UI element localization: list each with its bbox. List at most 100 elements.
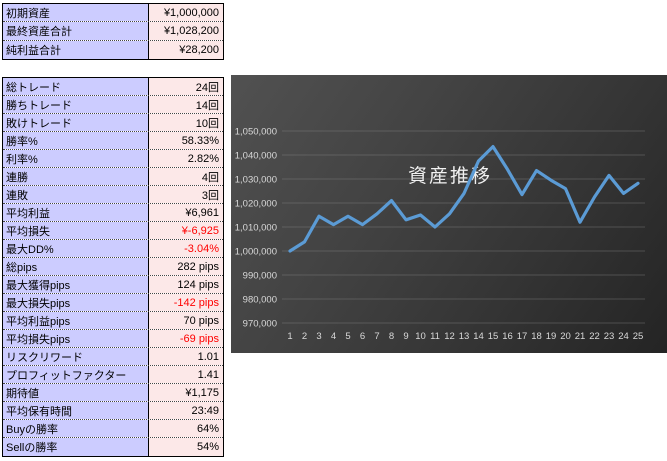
y-tick-label: 1,010,000: [235, 223, 277, 234]
x-tick-label: 7: [374, 331, 379, 342]
stats-value-cell[interactable]: 23:49: [149, 402, 223, 419]
stats-value-cell[interactable]: 2.82%: [149, 150, 223, 167]
stats-value-cell[interactable]: ¥6,961: [149, 204, 223, 221]
stats-label-cell[interactable]: 勝ちトレード: [3, 96, 149, 113]
stats-row: 平均損失 ¥-6,925: [3, 222, 223, 240]
summary-value-cell[interactable]: ¥28,200: [149, 40, 223, 59]
x-tick-label: 16: [502, 331, 513, 342]
stats-row: 平均利益pips 70 pips: [3, 312, 223, 330]
y-tick-label: 1,040,000: [235, 151, 277, 162]
stats-label-cell[interactable]: リスクリワード: [3, 348, 149, 365]
x-tick-label: 24: [618, 331, 629, 342]
summary-label-cell[interactable]: 最終資産合計: [3, 22, 149, 40]
stats-value-cell[interactable]: 124 pips: [149, 276, 223, 293]
stats-label-cell[interactable]: Buyの勝率: [3, 420, 149, 437]
stats-row: 平均利益 ¥6,961: [3, 204, 223, 222]
x-tick-label: 15: [488, 331, 499, 342]
stats-value-cell[interactable]: 70 pips: [149, 312, 223, 329]
stats-label-cell[interactable]: 勝率%: [3, 132, 149, 149]
stats-label-cell[interactable]: 期待値: [3, 384, 149, 401]
y-tick-label: 980,000: [243, 295, 277, 306]
stats-row: 最大損失pips -142 pips: [3, 294, 223, 312]
stats-label-cell[interactable]: 利率%: [3, 150, 149, 167]
stats-label-cell[interactable]: 最大損失pips: [3, 294, 149, 311]
stats-value-cell[interactable]: 1.01: [149, 348, 223, 365]
asset-line: [288, 144, 640, 253]
stats-label-cell[interactable]: 平均損失: [3, 222, 149, 239]
summary-value-cell[interactable]: ¥1,000,000: [149, 4, 223, 22]
stats-row: 期待値 ¥1,175: [3, 384, 223, 402]
stats-row: 最大獲得pips 124 pips: [3, 276, 223, 294]
stats-value-cell[interactable]: 4回: [149, 168, 223, 185]
stats-label-cell[interactable]: 総トレード: [3, 78, 149, 95]
x-tick-label: 20: [560, 331, 571, 342]
summary-label-cell[interactable]: 純利益合計: [3, 40, 149, 59]
stats-row: Sellの勝率 54%: [3, 438, 223, 456]
x-axis-labels: 1 2 3 4 5 6 7 8 9 10 11 12 13 14 15 16 17 18 19 20 21 22 23 24 2…: [287, 331, 643, 342]
summary-row: 純利益合計 ¥28,200: [3, 40, 223, 59]
x-tick-label: 18: [531, 331, 542, 342]
x-tick-label: 21: [575, 331, 586, 342]
stats-label-cell[interactable]: Sellの勝率: [3, 438, 149, 456]
asset-line-series: [288, 144, 640, 253]
x-tick-label: 22: [589, 331, 600, 342]
stats-label-cell[interactable]: 連敗: [3, 186, 149, 203]
stats-value-cell[interactable]: 10回: [149, 114, 223, 131]
y-tick-label: 1,020,000: [235, 199, 277, 210]
stats-label-cell[interactable]: 平均利益pips: [3, 312, 149, 329]
x-tick-label: 3: [316, 331, 321, 342]
stats-label-cell[interactable]: 総pips: [3, 258, 149, 275]
x-tick-label: 10: [415, 331, 426, 342]
stats-value-cell[interactable]: ¥-6,925: [149, 222, 223, 239]
stats-label-cell[interactable]: 平均損失pips: [3, 330, 149, 347]
stats-value-cell[interactable]: 282 pips: [149, 258, 223, 275]
stats-row: 平均損失pips -69 pips: [3, 330, 223, 348]
stats-value-cell[interactable]: 64%: [149, 420, 223, 437]
stats-row: 勝率% 58.33%: [3, 132, 223, 150]
stats-label-cell[interactable]: 連勝: [3, 168, 149, 185]
stats-label-cell[interactable]: 平均保有時間: [3, 402, 149, 419]
y-tick-label: 1,050,000: [235, 127, 277, 138]
stats-label-cell[interactable]: 最大DD%: [3, 240, 149, 257]
x-tick-label: 5: [345, 331, 350, 342]
stats-label-cell[interactable]: プロフィットファクター: [3, 366, 149, 383]
stats-value-cell[interactable]: -69 pips: [149, 330, 223, 347]
stats-value-cell[interactable]: 54%: [149, 438, 223, 456]
stats-value-cell[interactable]: 58.33%: [149, 132, 223, 149]
x-tick-label: 8: [389, 331, 394, 342]
stats-table: 総トレード 24回 勝ちトレード 14回 敗けトレード 10回 勝率% 58.33% 利率% 2.…: [2, 77, 224, 457]
stats-row: 連勝 4回: [3, 168, 223, 186]
summary-row: 最終資産合計 ¥1,028,200: [3, 22, 223, 41]
chart-gridlines: [282, 130, 645, 324]
y-tick-label: 970,000: [243, 319, 277, 330]
stats-value-cell[interactable]: ¥1,175: [149, 384, 223, 401]
y-tick-label: 1,000,000: [235, 247, 277, 258]
stats-row: 総トレード 24回: [3, 78, 223, 96]
asset-chart[interactable]: 資産推移 1,050,000 1,040,000 1,030,000 1,020,00…: [231, 75, 667, 353]
summary-label-cell[interactable]: 初期資産: [3, 4, 149, 22]
x-tick-label: 12: [444, 331, 455, 342]
x-tick-label: 6: [360, 331, 365, 342]
stats-row: Buyの勝率 64%: [3, 420, 223, 438]
x-tick-label: 13: [459, 331, 470, 342]
stats-value-cell[interactable]: 24回: [149, 78, 223, 95]
x-tick-label: 4: [331, 331, 336, 342]
x-tick-label: 11: [430, 331, 440, 342]
stats-value-cell[interactable]: 3回: [149, 186, 223, 203]
summary-row: 初期資産 ¥1,000,000: [3, 4, 223, 23]
x-tick-label: 23: [604, 331, 615, 342]
x-tick-label: 9: [403, 331, 408, 342]
stats-label-cell[interactable]: 平均利益: [3, 204, 149, 221]
summary-value-cell[interactable]: ¥1,028,200: [149, 22, 223, 40]
stats-value-cell[interactable]: -142 pips: [149, 294, 223, 311]
stats-row: リスクリワード 1.01: [3, 348, 223, 366]
x-tick-label: 17: [517, 331, 528, 342]
stats-row: 最大DD% -3.04%: [3, 240, 223, 258]
stats-row: 敗けトレード 10回: [3, 114, 223, 132]
stats-label-cell[interactable]: 敗けトレード: [3, 114, 149, 131]
stats-value-cell[interactable]: -3.04%: [149, 240, 223, 257]
stats-value-cell[interactable]: 14回: [149, 96, 223, 113]
stats-label-cell[interactable]: 最大獲得pips: [3, 276, 149, 293]
stats-value-cell[interactable]: 1.41: [149, 366, 223, 383]
